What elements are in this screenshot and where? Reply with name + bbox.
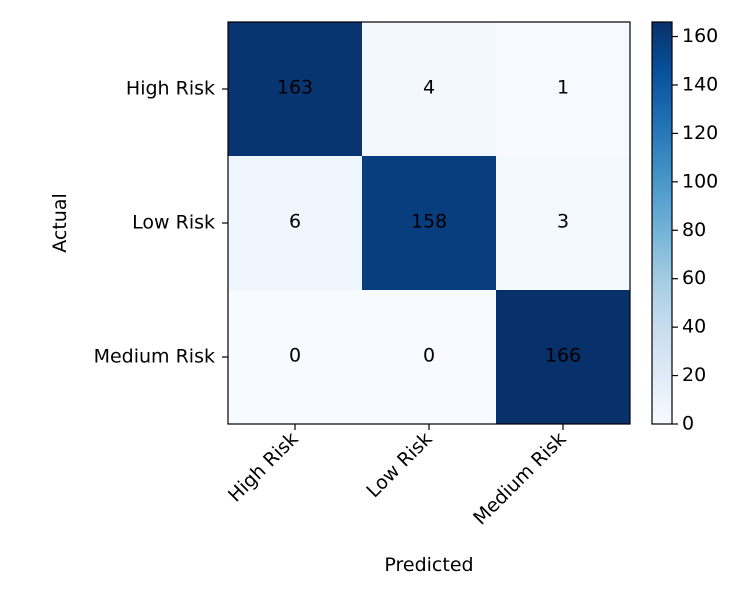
heatmap-cell xyxy=(362,156,497,291)
colorbar-tick-label: 80 xyxy=(682,219,706,241)
heatmap-cell xyxy=(362,22,497,157)
x-tick-label: Low Risk xyxy=(362,428,436,502)
heatmap-cell xyxy=(496,156,631,291)
cell-value-label: 6 xyxy=(289,211,301,233)
heatmap-cell xyxy=(228,22,363,157)
colorbar-tick-label: 40 xyxy=(682,316,706,338)
y-axis-label: Actual xyxy=(49,193,71,253)
y-tick-label: Low Risk xyxy=(132,212,215,234)
cell-value-label: 1 xyxy=(557,77,569,99)
colorbar-tick-label: 100 xyxy=(682,170,718,192)
cell-value-label: 4 xyxy=(423,77,435,99)
colorbar-tick-label: 0 xyxy=(682,413,694,435)
heatmap-cell xyxy=(228,156,363,291)
heatmap-cell xyxy=(496,22,631,157)
colorbar-tick-label: 140 xyxy=(682,73,718,95)
x-axis-ticks: High Risk Low Risk Medium Risk xyxy=(224,424,571,529)
cell-value-label: 163 xyxy=(277,77,313,99)
colorbar-tick-label: 160 xyxy=(682,25,718,47)
cell-value-label: 0 xyxy=(423,345,435,367)
x-tick-label: Medium Risk xyxy=(469,428,570,529)
colorbar-tick-label: 120 xyxy=(682,122,718,144)
heatmap-cells xyxy=(228,22,631,425)
colorbar-tick-label: 60 xyxy=(682,267,706,289)
y-axis-ticks: High Risk Low Risk Medium Risk xyxy=(94,78,228,368)
x-axis-label: Predicted xyxy=(384,554,473,576)
colorbar-tick-label: 20 xyxy=(682,364,706,386)
y-tick-label: High Risk xyxy=(126,78,215,100)
colorbar-ticks: 0 20 40 60 80 100 120 140 160 xyxy=(672,25,718,435)
heatmap-cell xyxy=(362,290,497,425)
heatmap-cell xyxy=(496,290,631,425)
cell-value-label: 3 xyxy=(557,211,569,233)
cell-value-label: 166 xyxy=(545,345,581,367)
colorbar xyxy=(651,21,673,425)
x-tick-label: High Risk xyxy=(224,428,303,507)
cell-value-labels: 163 4 1 6 158 3 0 0 166 xyxy=(277,77,581,367)
y-tick-label: Medium Risk xyxy=(94,346,215,368)
cell-value-label: 0 xyxy=(289,345,301,367)
cell-value-label: 158 xyxy=(411,211,447,233)
heatmap-cell xyxy=(228,290,363,425)
